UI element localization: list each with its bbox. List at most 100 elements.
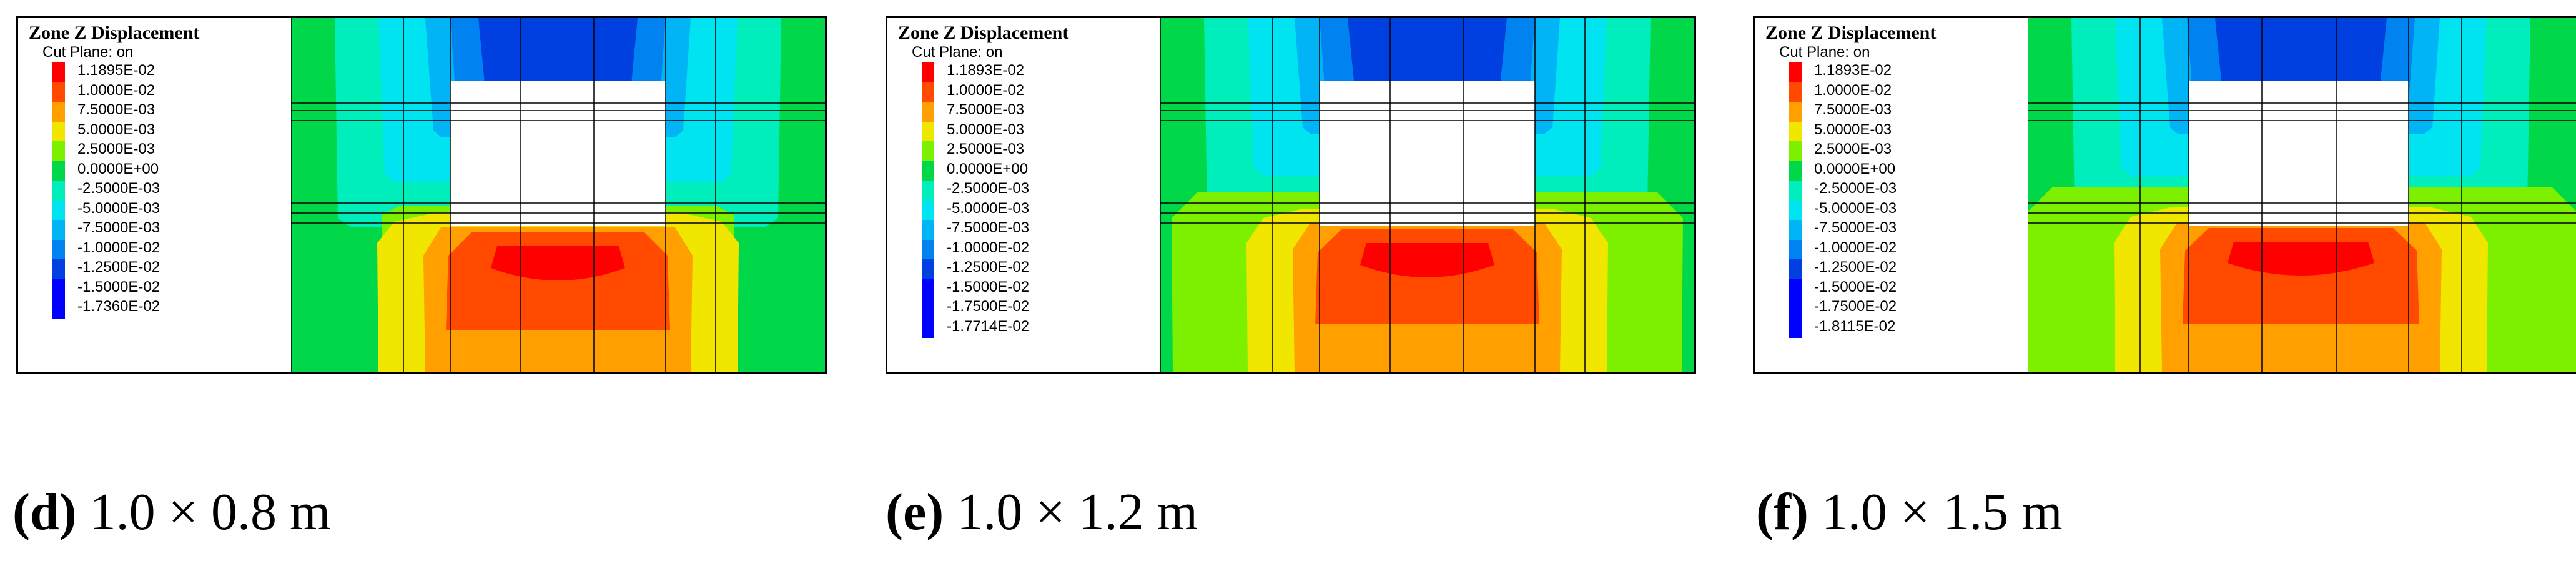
legend-swatch (922, 259, 934, 279)
legend-row: -7.5000E-03 (1789, 220, 2015, 240)
legend-row: 7.5000E-03 (922, 102, 1148, 122)
legend-row: 0.0000E+00 (52, 161, 279, 181)
legend-value: -1.8115E-02 (1814, 317, 1896, 335)
legend-swatch (1789, 62, 1802, 82)
legend-row: -5.0000E-03 (922, 200, 1148, 220)
legend-swatch (52, 161, 65, 181)
legend-row: -1.7500E-02 (922, 299, 1148, 319)
legend-title: Zone Z Displacement (1765, 22, 1937, 43)
contour-plot (291, 18, 825, 372)
legend-row: 2.5000E-03 (52, 141, 279, 161)
caption-letter: (e) (886, 483, 944, 541)
legend-row: 1.0000E-02 (52, 82, 279, 102)
legend-swatch (1789, 279, 1802, 299)
legend-value: 5.0000E-03 (947, 121, 1025, 138)
legend-value: 7.5000E-03 (947, 101, 1025, 118)
legend-swatch (922, 299, 934, 319)
contour-panel-f: Zone Z Displacement Cut Plane: on 1.1893… (1753, 16, 2576, 374)
legend-row: 5.0000E-03 (52, 121, 279, 141)
legend-row: -1.7500E-02 (1789, 299, 2015, 319)
legend-value: 1.0000E-02 (947, 81, 1025, 99)
legend-row: -7.5000E-03 (52, 220, 279, 240)
legend-value: 0.0000E+00 (1814, 160, 1896, 177)
legend-value: -7.5000E-03 (77, 219, 160, 236)
legend-value: -5.0000E-03 (1814, 199, 1897, 217)
legend-row: -1.2500E-02 (52, 259, 279, 279)
legend-swatch (922, 220, 934, 240)
legend-row: 5.0000E-03 (922, 121, 1148, 141)
legend-row: -1.8115E-02 (1789, 317, 2015, 338)
legend-rows: 1.1895E-02 1.0000E-02 7.5000E-03 5.0000E… (52, 62, 279, 319)
legend-swatch (922, 279, 934, 299)
legend-swatch (1789, 161, 1802, 181)
legend-swatch (922, 161, 934, 181)
legend-swatch (52, 299, 65, 319)
contour-plot (2028, 18, 2576, 372)
legend-row: -1.5000E-02 (52, 279, 279, 299)
legend-swatch (52, 102, 65, 122)
legend-row: -1.7714E-02 (922, 317, 1148, 338)
legend-row: -5.0000E-03 (52, 199, 279, 220)
legend-value: 1.1895E-02 (77, 62, 155, 79)
legend-value: 0.0000E+00 (77, 160, 159, 177)
legend-value: -1.7500E-02 (1814, 298, 1897, 315)
legend-swatch (922, 181, 934, 201)
legend-value: -2.5000E-03 (1814, 180, 1897, 197)
legend-row: -7.5000E-03 (922, 220, 1148, 240)
legend-swatch (52, 239, 65, 259)
legend-value: 7.5000E-03 (77, 101, 155, 118)
legend-value: -7.5000E-03 (947, 219, 1030, 236)
caption-text: 1.0 × 1.5 m (1821, 483, 2063, 541)
legend-value: 0.0000E+00 (947, 160, 1029, 177)
legend-swatch (1789, 299, 1802, 319)
legend-value: -1.5000E-02 (947, 278, 1030, 295)
legend-swatch (1789, 220, 1802, 240)
legend-swatch (52, 259, 65, 279)
caption-text: 1.0 × 1.2 m (957, 483, 1198, 541)
legend: Zone Z Displacement Cut Plane: on 1.1895… (29, 22, 279, 319)
legend-swatch (922, 239, 934, 259)
legend-swatch (52, 62, 65, 82)
legend-value: -5.0000E-03 (77, 199, 160, 217)
caption-d: (d) 1.0 × 0.8 m (12, 481, 330, 544)
legend-value: -1.5000E-02 (1814, 278, 1897, 295)
legend-value: 5.0000E-03 (77, 121, 155, 138)
legend-value: -1.7360E-02 (77, 298, 160, 315)
legend-value: -2.5000E-03 (947, 180, 1030, 197)
contour-panel-e: Zone Z Displacement Cut Plane: on 1.1893… (886, 16, 1696, 374)
legend-row: -1.0000E-02 (1789, 239, 2015, 259)
legend-value: -1.7500E-02 (947, 298, 1030, 315)
legend-value: -1.0000E-02 (1814, 239, 1897, 256)
legend: Zone Z Displacement Cut Plane: on 1.1893… (1765, 22, 2015, 338)
legend-rows: 1.1893E-02 1.0000E-02 7.5000E-03 5.0000E… (922, 62, 1148, 338)
legend-subtitle: Cut Plane: on (912, 44, 1003, 61)
legend-swatch (52, 181, 65, 201)
legend-value: -1.7714E-02 (947, 317, 1030, 335)
legend-value: -7.5000E-03 (1814, 219, 1897, 236)
legend-row: -2.5000E-03 (922, 181, 1148, 201)
legend-row: -1.5000E-02 (1789, 279, 2015, 299)
legend-row: 1.0000E-02 (922, 82, 1148, 102)
caption-letter: (d) (12, 483, 77, 541)
legend-row: 2.5000E-03 (922, 141, 1148, 161)
legend-swatch (1789, 239, 1802, 259)
legend-row: 7.5000E-03 (52, 102, 279, 122)
legend-row: -1.5000E-02 (922, 279, 1148, 299)
legend-swatch (52, 82, 65, 102)
legend-value: 2.5000E-03 (947, 141, 1025, 157)
legend-swatch (52, 220, 65, 240)
legend-row: 1.0000E-02 (1789, 82, 2015, 102)
legend-rows: 1.1893E-02 1.0000E-02 7.5000E-03 5.0000E… (1789, 62, 2015, 338)
caption-text: 1.0 × 0.8 m (89, 483, 331, 541)
legend-value: -1.2500E-02 (77, 259, 160, 276)
legend-swatch (1789, 82, 1802, 102)
legend-swatch (922, 62, 934, 82)
legend-value: 2.5000E-03 (1814, 141, 1892, 157)
legend-swatch (1789, 181, 1802, 201)
legend-title: Zone Z Displacement (29, 22, 200, 43)
legend-row: -5.0000E-03 (1789, 199, 2015, 220)
legend-row: 1.1895E-02 (52, 62, 279, 82)
legend-value: 1.0000E-02 (77, 81, 155, 99)
legend-swatch (1789, 141, 1802, 161)
legend-swatch (922, 200, 934, 220)
